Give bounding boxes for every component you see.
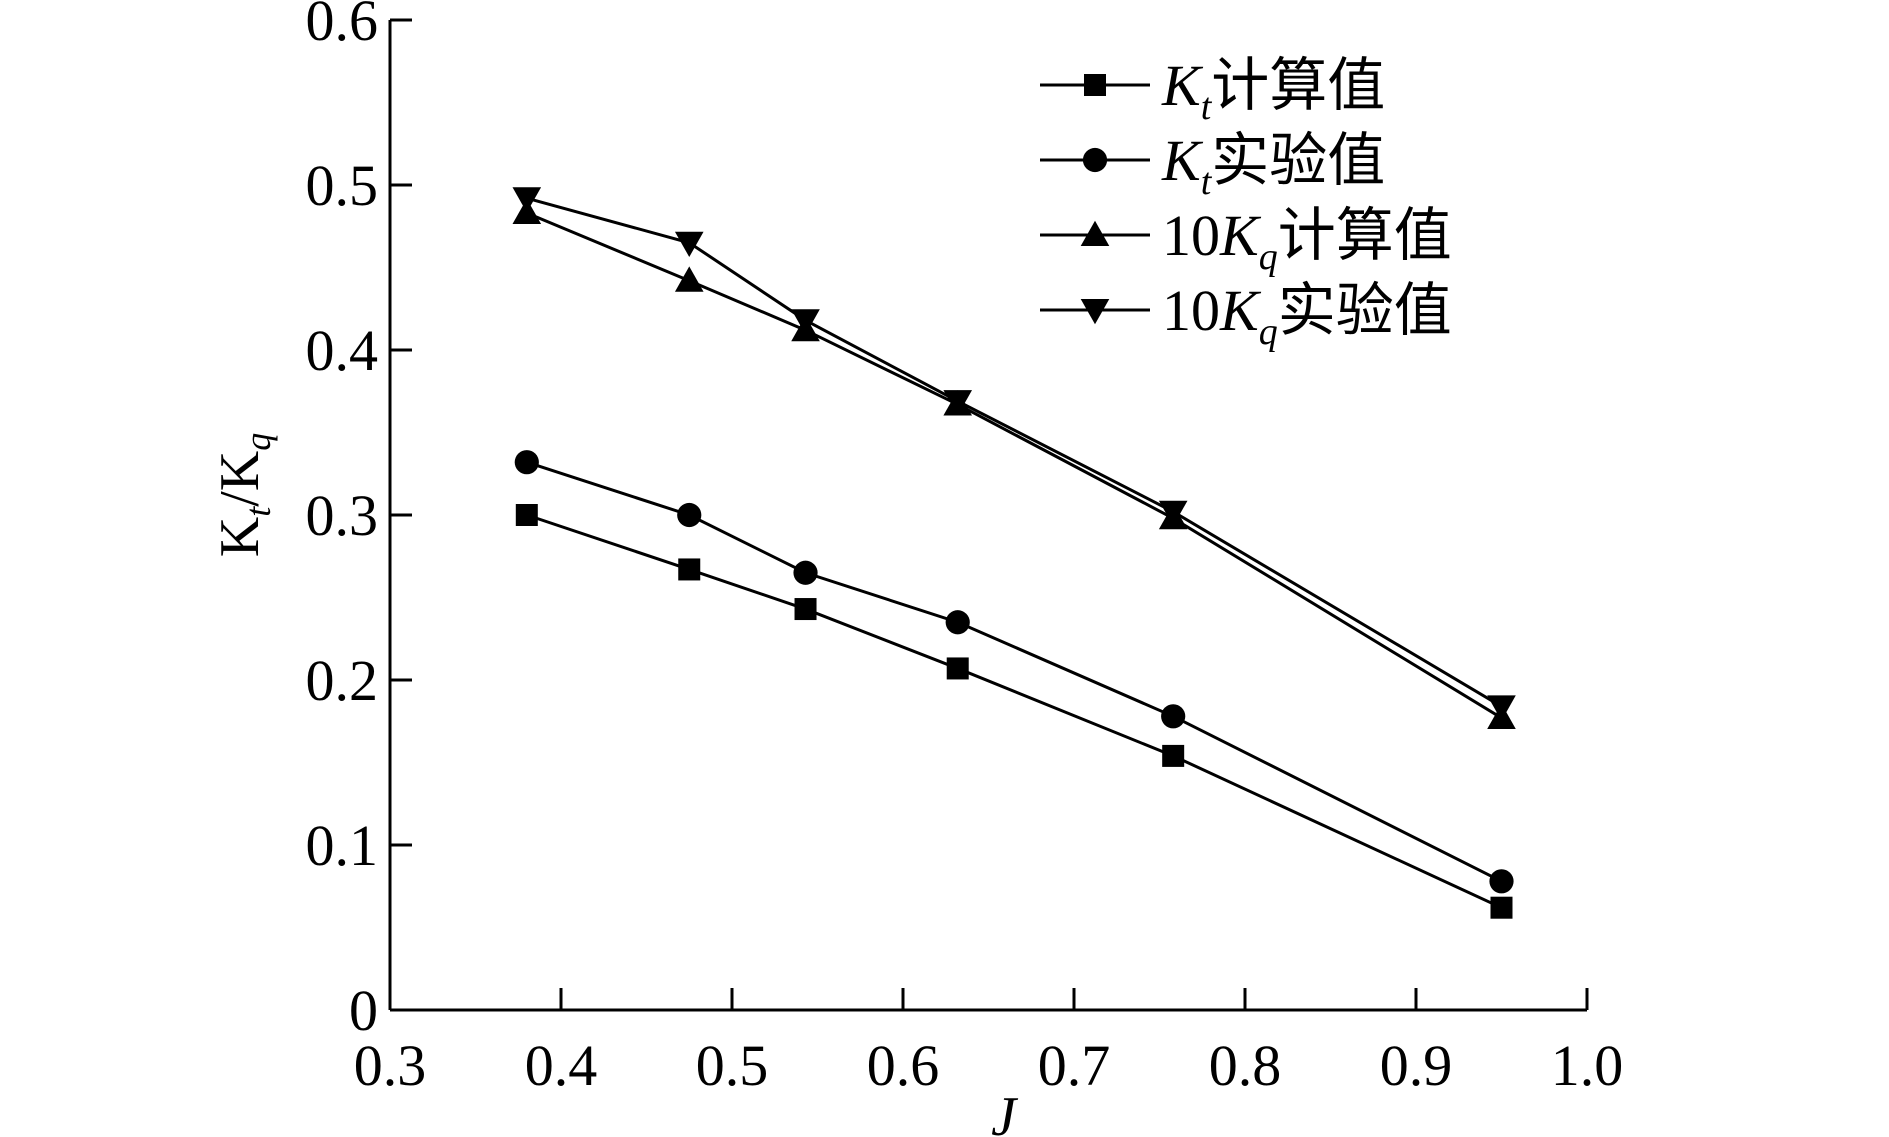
x-tick-label: 0.4 xyxy=(525,1033,598,1098)
series-3 xyxy=(512,187,1516,721)
data-point xyxy=(946,657,969,680)
legend-suffix: 实验值 xyxy=(1211,126,1385,194)
series-line xyxy=(526,211,1503,720)
legend-prefix: 10 xyxy=(1162,278,1220,343)
y-axis-label-k1: K xyxy=(209,517,271,557)
data-point xyxy=(793,560,818,585)
data-point xyxy=(515,504,538,526)
legend-prefix: 10 xyxy=(1162,203,1220,268)
legend-item: 10Kq计算值 xyxy=(1040,201,1452,278)
data-point xyxy=(943,390,973,416)
legend-suffix: 计算值 xyxy=(1278,201,1452,269)
y-tick-label: 0.6 xyxy=(306,0,379,53)
y-axis-label: Kt/Kq xyxy=(209,433,278,557)
x-tick-label: 1.0 xyxy=(1551,1033,1624,1098)
y-tick-label: 0.5 xyxy=(306,153,379,218)
axes: 0.3 0.4 0.5 0.6 0.7 0.8 0.9 1.0 0 0.1 0.2 0.3 0.4 0.5… xyxy=(209,0,1623,1137)
legend-label: Kt实验值 xyxy=(1161,126,1385,203)
x-tick-label: 0.5 xyxy=(696,1033,769,1098)
legend-suffix: 实验值 xyxy=(1278,276,1452,344)
y-axis-label-sep: /K xyxy=(209,451,271,507)
data-point xyxy=(674,266,704,292)
legend-k: K xyxy=(1161,53,1204,118)
x-axis-label: J xyxy=(991,1086,1019,1137)
legend-item: Kt实验值 xyxy=(1040,126,1385,203)
legend-k: K xyxy=(1219,278,1262,343)
y-tick-label: 0.3 xyxy=(306,483,379,548)
x-tick-label: 0.8 xyxy=(1209,1033,1282,1098)
legend-item: 10Kq实验值 xyxy=(1040,276,1452,353)
x-tick-label: 0.9 xyxy=(1380,1033,1453,1098)
series-1 xyxy=(514,450,1514,894)
legend-marker xyxy=(1082,147,1108,173)
legend-label: Kt计算值 xyxy=(1161,51,1385,128)
data-point xyxy=(794,598,817,621)
data-point xyxy=(1161,704,1186,729)
data-point xyxy=(1490,896,1513,919)
data-point xyxy=(945,610,970,635)
x-tick-label: 0.7 xyxy=(1038,1033,1111,1098)
y-axis-label-sub1: t xyxy=(238,506,278,517)
legend-sub: t xyxy=(1201,161,1213,203)
data-point xyxy=(512,187,542,213)
legend-sub: q xyxy=(1259,236,1278,278)
data-point xyxy=(674,231,704,258)
y-tick-label: 0 xyxy=(349,978,378,1043)
series-line xyxy=(526,460,1503,883)
data-point xyxy=(678,558,701,581)
data-point xyxy=(1158,500,1188,526)
data-point xyxy=(1162,744,1185,767)
legend-item: Kt计算值 xyxy=(1040,51,1385,128)
legend-sub: t xyxy=(1201,86,1213,128)
legend-suffix: 计算值 xyxy=(1211,51,1385,119)
data-point xyxy=(677,502,702,528)
legend-k: K xyxy=(1161,128,1204,193)
x-tick-label: 0.6 xyxy=(867,1033,940,1098)
legend-label: 10Kq实验值 xyxy=(1162,276,1452,353)
data-point xyxy=(514,450,539,475)
y-tick-label: 0.2 xyxy=(306,648,379,713)
legend-k: K xyxy=(1219,203,1262,268)
legend-sub: q xyxy=(1259,311,1278,353)
legend-marker xyxy=(1084,74,1106,96)
data-point xyxy=(1489,869,1514,894)
data-point xyxy=(791,309,820,335)
data-point xyxy=(1487,695,1516,721)
y-axis-label-sub2: q xyxy=(238,433,278,451)
legend-label: 10Kq计算值 xyxy=(1162,201,1452,278)
series-0 xyxy=(515,504,1513,919)
series-layer xyxy=(512,187,1516,919)
y-tick-label: 0.1 xyxy=(306,813,379,878)
series-line xyxy=(526,196,1503,708)
legend-marker xyxy=(1080,299,1110,325)
x-tick-label: 0.3 xyxy=(354,1033,427,1098)
y-tick-label: 0.4 xyxy=(306,318,379,383)
legend-marker xyxy=(1080,220,1110,246)
series-line xyxy=(526,513,1503,910)
